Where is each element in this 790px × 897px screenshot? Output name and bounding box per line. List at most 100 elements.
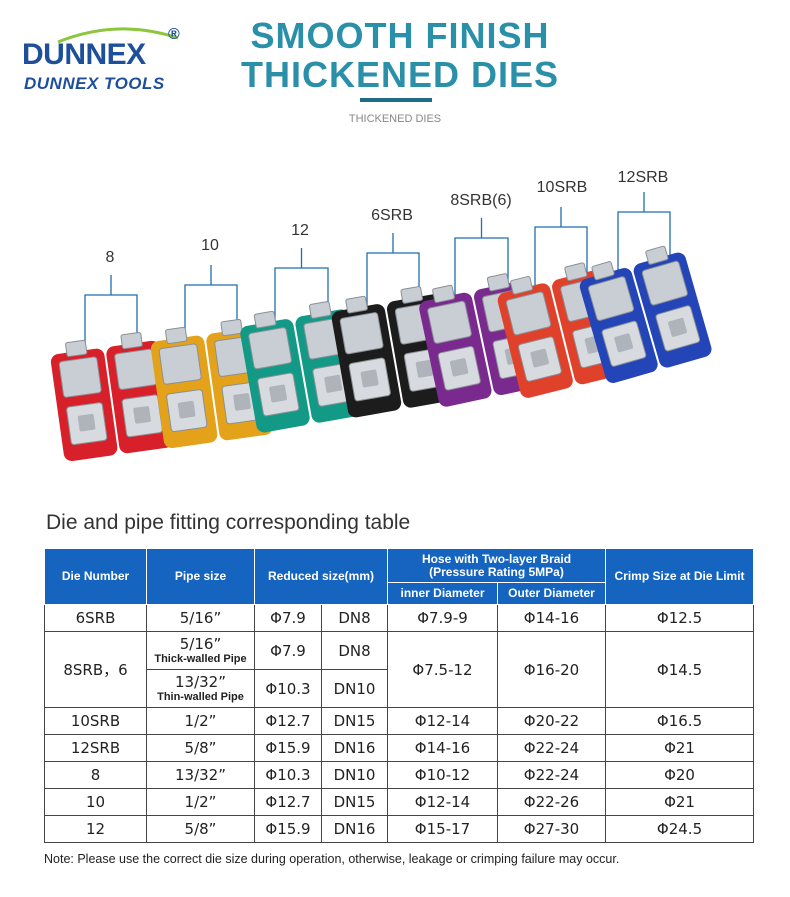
die-screw xyxy=(668,317,687,337)
cell-outer: Φ14-16 xyxy=(496,604,607,632)
die-label: 8 xyxy=(106,249,115,266)
logo-subtitle: DUNNEX TOOLS xyxy=(24,74,165,93)
cell-crimp: Φ21 xyxy=(605,788,755,816)
die-screw xyxy=(269,384,288,403)
cell-outer: Φ20-22 xyxy=(496,707,607,735)
logo-text: DUNNEX xyxy=(22,38,146,71)
header-crimp-size: Crimp Size at Die Limit xyxy=(605,548,755,605)
table-title: Die and pipe fitting corresponding table xyxy=(46,511,411,534)
die-plate xyxy=(58,356,102,398)
die-fitting-table: Die Number Pipe size Reduced size(mm) Ho… xyxy=(44,548,755,843)
usage-note: Note: Please use the correct die size du… xyxy=(44,852,620,866)
cell-pipe: 5/16” xyxy=(146,604,255,632)
die-plate xyxy=(158,343,202,385)
die-screw xyxy=(614,333,634,353)
cell-reduced-phi: Φ12.7 xyxy=(254,707,322,735)
cell-pipe-size: 5/16” xyxy=(179,635,222,653)
die-tab xyxy=(165,326,188,344)
die-body xyxy=(579,245,712,383)
die-tab xyxy=(400,286,423,304)
die-tab xyxy=(510,276,533,295)
cell-pipe: 1/2” xyxy=(146,707,255,735)
cell-pipe: 5/8” xyxy=(146,734,255,762)
cell-reduced-dn: DN15 xyxy=(321,788,388,816)
die-bracket xyxy=(84,275,138,353)
cell-crimp: Φ24.5 xyxy=(605,815,755,843)
cell-outer: Φ22-24 xyxy=(496,761,607,789)
cell-inner: Φ12-14 xyxy=(387,788,498,816)
cell-crimp: Φ16.5 xyxy=(605,707,755,735)
title-line-1: SMOOTH FINISH xyxy=(250,15,550,56)
die-screw xyxy=(449,358,469,377)
die-label: 6SRB xyxy=(371,207,413,224)
die-plate xyxy=(339,312,384,355)
page-subtitle: THICKENED DIES xyxy=(348,113,442,125)
die-screw xyxy=(360,369,379,388)
die-tab xyxy=(65,339,88,357)
cell-reduced-dn: DN8 xyxy=(321,604,388,632)
brand-logo: DUNNEX ® DUNNEX TOOLS xyxy=(18,24,188,94)
die-plate xyxy=(427,300,472,344)
cell-pipe: 13/32” xyxy=(146,761,255,789)
header-outer-diameter: Outer Diameter xyxy=(496,582,607,605)
table-row: 8SRB，6 5/16” Thick-walled Pipe Φ7.9 DN8 … xyxy=(44,631,755,708)
cell-inner: Φ10-12 xyxy=(387,761,498,789)
die-plate xyxy=(505,291,552,336)
cell-pipe: 5/8” xyxy=(146,815,255,843)
die-tab xyxy=(308,301,332,319)
cell-reduced-dn: DN10 xyxy=(321,761,388,789)
cell-inner: Φ7.5-12 xyxy=(387,631,498,708)
die-label: 12SRB xyxy=(618,169,669,186)
cell-reduced-phi: Φ15.9 xyxy=(254,734,322,762)
cell-pipe: 5/16” Thick-walled Pipe xyxy=(146,631,255,670)
die-bracket xyxy=(184,265,238,343)
die-bracket xyxy=(274,248,329,326)
cell-die: 10 xyxy=(44,788,147,816)
title-underline xyxy=(360,98,432,102)
cell-pipe-note: Thin-walled Pipe xyxy=(157,691,244,703)
cell-inner: Φ15-17 xyxy=(387,815,498,843)
die-bracket xyxy=(454,218,509,296)
cell-outer: Φ22-24 xyxy=(496,734,607,762)
die-screw xyxy=(530,348,549,368)
table-row: 13/32” Thin-walled Pipe Φ10.3 DN10 xyxy=(45,669,754,708)
die-tab xyxy=(345,295,368,314)
cell-outer: Φ22-26 xyxy=(496,788,607,816)
die-12srb: 12SRB xyxy=(579,169,712,383)
cell-crimp: Φ14.5 xyxy=(605,631,755,708)
die-tab xyxy=(120,332,143,350)
cell-reduced-dn: DN8 xyxy=(321,631,388,670)
die-bracket xyxy=(534,207,588,285)
die-label: 8SRB(6) xyxy=(450,192,511,209)
registered-mark: ® xyxy=(168,26,180,43)
die-screw xyxy=(324,374,343,393)
cell-outer: Φ16-20 xyxy=(496,631,607,708)
die-screw xyxy=(415,359,434,378)
die-tab xyxy=(564,262,588,282)
cell-die: 8SRB，6 xyxy=(44,631,147,708)
cell-die: 8 xyxy=(44,761,147,789)
cell-reduced-phi: Φ10.3 xyxy=(254,761,322,789)
cell-die: 12 xyxy=(44,815,147,843)
cell-reduced-dn: DN16 xyxy=(321,815,388,843)
die-bracket xyxy=(366,233,420,311)
cell-reduced-phi: Φ7.9 xyxy=(254,631,322,670)
title-line-2: THICKENED DIES xyxy=(240,54,560,95)
cell-die: 6SRB xyxy=(44,604,147,632)
die-plate xyxy=(588,276,635,321)
cell-die: 12SRB xyxy=(44,734,147,762)
table-row: 6SRB 5/16” Φ7.9 DN8 Φ7.9-9 Φ14-16 Φ12.5 xyxy=(44,604,755,632)
cell-inner: Φ7.9-9 xyxy=(387,604,498,632)
die-tab xyxy=(432,284,455,303)
die-screw xyxy=(177,400,196,419)
header-hose-line-1: Hose with Two-layer Braid xyxy=(421,551,572,566)
die-label: 10 xyxy=(201,237,219,254)
cell-reduced-phi: Φ12.7 xyxy=(254,788,322,816)
header-hose-line-2: (Pressure Rating 5MPa) xyxy=(429,564,564,579)
header-hose: Hose with Two-layer Braid (Pressure Rati… xyxy=(386,548,607,583)
cell-reduced-dn: DN10 xyxy=(321,669,388,708)
die-tab xyxy=(253,310,277,329)
cell-inner: Φ14-16 xyxy=(387,734,498,762)
cell-pipe-note: Thick-walled Pipe xyxy=(154,653,247,665)
die-plate xyxy=(248,327,292,370)
